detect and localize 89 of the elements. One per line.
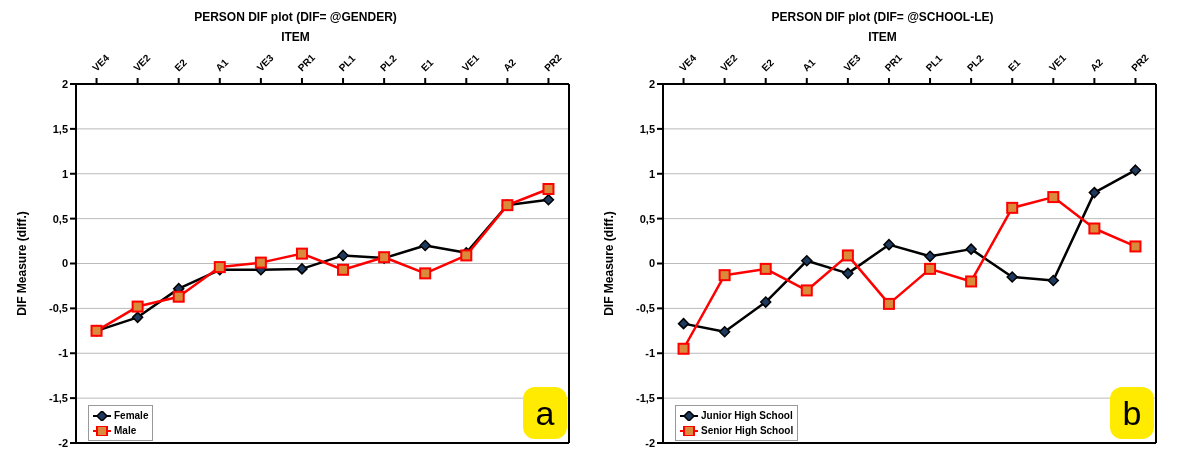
y-tick-label: -2 — [645, 436, 655, 449]
point — [419, 267, 432, 280]
point — [882, 297, 895, 310]
y-tick-label: -0,5 — [636, 302, 655, 315]
x-tick-label: A2 — [1088, 56, 1106, 74]
x-tick-label: VE3 — [841, 51, 863, 74]
x-tick-label: PL1 — [336, 52, 358, 74]
point — [677, 342, 690, 355]
point — [254, 256, 267, 269]
y-axis-title: DIF Measure (diff.) — [15, 211, 30, 316]
x-axis-title: ITEM — [867, 30, 898, 46]
point — [337, 263, 350, 276]
x-tick-label: VE1 — [459, 51, 482, 74]
legend-label: Female — [114, 409, 149, 423]
chart-title: PERSON DIF plot (DIF= @GENDER) — [193, 9, 398, 26]
point — [1088, 186, 1101, 199]
x-tick-label: E1 — [1005, 56, 1023, 74]
point — [1129, 240, 1142, 253]
point — [759, 296, 772, 308]
point — [677, 317, 690, 330]
y-tick-label: 2 — [61, 77, 68, 90]
point — [1006, 201, 1019, 214]
point — [1129, 164, 1142, 176]
point — [965, 275, 978, 288]
point — [131, 311, 144, 324]
point — [1047, 274, 1060, 287]
y-tick-label: 1,5 — [52, 122, 68, 135]
y-tick-label: -1,5 — [636, 392, 655, 405]
point — [718, 325, 731, 338]
y-axis-title: DIF Measure (diff.) — [602, 211, 617, 316]
point — [924, 250, 936, 263]
x-tick-label: VE1 — [1046, 51, 1069, 74]
point — [1006, 271, 1018, 283]
point — [295, 247, 308, 260]
legend-label: Senior High School — [701, 424, 794, 438]
point — [296, 263, 308, 275]
point — [542, 194, 555, 206]
x-tick-label: PR1 — [295, 51, 318, 74]
x-tick-label: PL2 — [377, 52, 399, 74]
point — [759, 262, 772, 275]
y-tick-label: 1 — [648, 167, 655, 180]
x-tick-label: A1 — [800, 56, 818, 74]
point — [718, 269, 731, 282]
x-tick-label: PL2 — [964, 52, 986, 74]
y-tick-label: 1,5 — [639, 122, 655, 135]
chart-title: PERSON DIF plot (DIF= @SCHOOL-LE) — [770, 9, 995, 26]
y-tick-label: -1 — [645, 347, 655, 360]
x-tick-label: A2 — [501, 56, 519, 74]
x-tick-label: PR1 — [882, 51, 905, 74]
x-tick-label: A1 — [213, 56, 231, 74]
x-tick-label: VE3 — [254, 51, 276, 74]
x-tick-label: E1 — [418, 56, 436, 74]
point — [841, 249, 854, 262]
annotation: a — [523, 387, 567, 439]
x-tick-label: VE4 — [90, 51, 112, 74]
y-tick-label: 0,5 — [52, 212, 68, 225]
x-tick-label: PR2 — [1129, 51, 1151, 74]
x-tick-label: PR2 — [542, 51, 564, 74]
point — [542, 183, 555, 196]
point — [1047, 191, 1060, 204]
point — [172, 290, 185, 303]
x-axis-title: ITEM — [280, 30, 311, 46]
x-tick-label: VE4 — [677, 51, 699, 74]
annotation: b — [1110, 387, 1154, 439]
x-tick-label: E2 — [759, 56, 777, 74]
point — [842, 267, 854, 280]
legend-label: Male — [114, 424, 137, 438]
point — [337, 249, 349, 262]
y-tick-label: -1,5 — [49, 392, 68, 405]
y-tick-label: -0,5 — [49, 302, 68, 315]
point — [131, 300, 144, 313]
y-tick-label: 1 — [61, 167, 68, 180]
y-tick-label: -2 — [58, 436, 68, 449]
point — [419, 239, 431, 252]
point — [801, 255, 813, 267]
y-tick-label: 0,5 — [639, 212, 655, 225]
point — [800, 284, 813, 297]
x-tick-label: PL1 — [923, 52, 945, 74]
x-tick-label: E2 — [172, 56, 190, 74]
y-tick-label: -1 — [58, 347, 68, 360]
y-tick-label: 0 — [61, 257, 68, 270]
point — [924, 262, 937, 275]
x-tick-label: VE2 — [131, 51, 153, 74]
x-tick-label: VE2 — [718, 51, 740, 74]
legend-label: Junior High School — [701, 409, 793, 423]
y-tick-label: 0 — [648, 257, 655, 270]
point — [1088, 222, 1101, 235]
point — [965, 243, 977, 255]
y-tick-label: 2 — [648, 77, 655, 90]
